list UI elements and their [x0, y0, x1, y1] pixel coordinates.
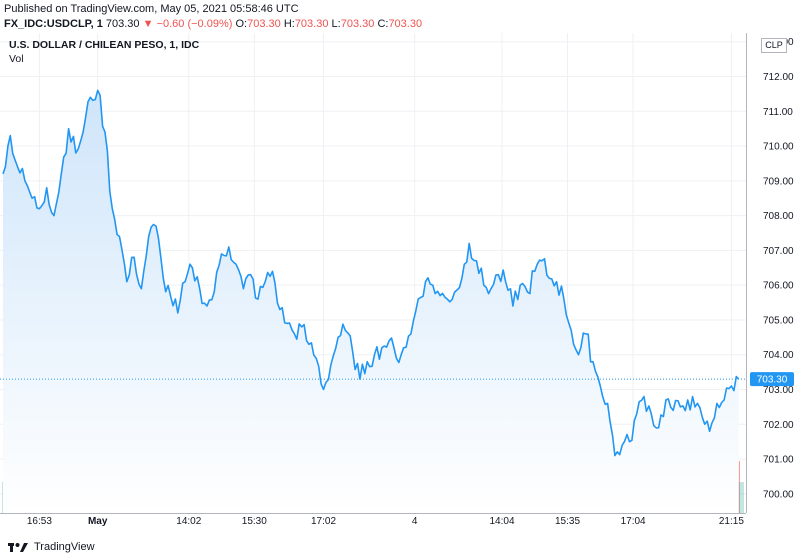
low-value: 703.30	[340, 18, 375, 30]
price-change: −0.60 (−0.09%)	[156, 18, 233, 30]
price-line	[2, 89, 740, 457]
low-label: L:	[331, 18, 341, 30]
y-tick-label: 703.00	[763, 385, 794, 396]
x-tick-label: 15:35	[555, 516, 580, 527]
y-tick-label: 712.00	[763, 72, 794, 83]
y-tick-label: 701.00	[763, 455, 794, 466]
x-tick-label: 17:02	[311, 516, 336, 527]
down-arrow-icon: ▼	[142, 18, 154, 30]
x-tick-label: 16:53	[27, 516, 52, 527]
close-value: 703.30	[388, 18, 423, 30]
x-axis[interactable]: 16:53 May 14:02 15:30 17:02 4 14:04 15:35 17:04 2…	[27, 516, 744, 527]
y-tick-label: 711.00	[763, 107, 793, 118]
x-tick-label: 17:04	[621, 516, 646, 527]
y-tick-label: 707.00	[763, 246, 794, 257]
chart-title: U.S. DOLLAR / CHILEAN PESO, 1, IDC	[9, 39, 200, 51]
y-tick-label: 710.00	[763, 142, 794, 153]
tradingview-logo-icon	[8, 543, 28, 552]
close-label: C:	[377, 18, 389, 30]
x-tick-label: 21:15	[719, 516, 744, 527]
y-tick-label: 709.00	[763, 176, 794, 187]
currency-badge[interactable]: CLP	[761, 38, 787, 53]
x-tick-label: 15:30	[242, 516, 267, 527]
open-value: 703.30	[247, 18, 281, 30]
x-tick-label: 4	[412, 516, 418, 527]
y-tick-label: 706.00	[763, 281, 794, 292]
x-tick-label: May	[88, 516, 108, 527]
price-chart[interactable]: 700.00 701.00 702.00 703.00 704.00 705.00 706.…	[0, 33, 800, 531]
last-price-tag-label: 703.30	[757, 375, 788, 386]
y-tick-label: 705.00	[763, 316, 794, 327]
last-price: 703.30	[105, 18, 140, 30]
y-tick-label: 708.00	[763, 211, 794, 222]
last-price-tag: 703.30	[750, 372, 794, 387]
high-value: 703.30	[294, 18, 329, 30]
x-tick-label: 14:02	[176, 516, 201, 527]
price-area	[3, 90, 739, 514]
last-price-tag-bg	[750, 372, 794, 387]
y-tick-label: 704.00	[763, 350, 794, 361]
published-note: Published on TradingView.com, May 05, 20…	[4, 3, 299, 15]
x-tick-label: 14:04	[489, 516, 514, 527]
footer-brand[interactable]: TradingView	[8, 538, 95, 556]
volume-bar	[738, 460, 740, 513]
volume-label: Vol	[9, 53, 24, 65]
y-tick-label: 700.00	[763, 489, 794, 500]
footer-brand-label: TradingView	[34, 541, 95, 553]
quote-line: FX_IDC:USDCLP, 1 703.30 ▼ −0.60 (−0.09%)…	[4, 18, 422, 30]
y-tick-label: 702.00	[763, 420, 794, 431]
high-label: H:	[283, 18, 295, 30]
open-label: O:	[235, 18, 248, 30]
y-axis[interactable]: 700.00 701.00 702.00 703.00 704.00 705.00 706.…	[763, 37, 794, 500]
symbol-label: FX_IDC:USDCLP, 1	[4, 18, 103, 30]
